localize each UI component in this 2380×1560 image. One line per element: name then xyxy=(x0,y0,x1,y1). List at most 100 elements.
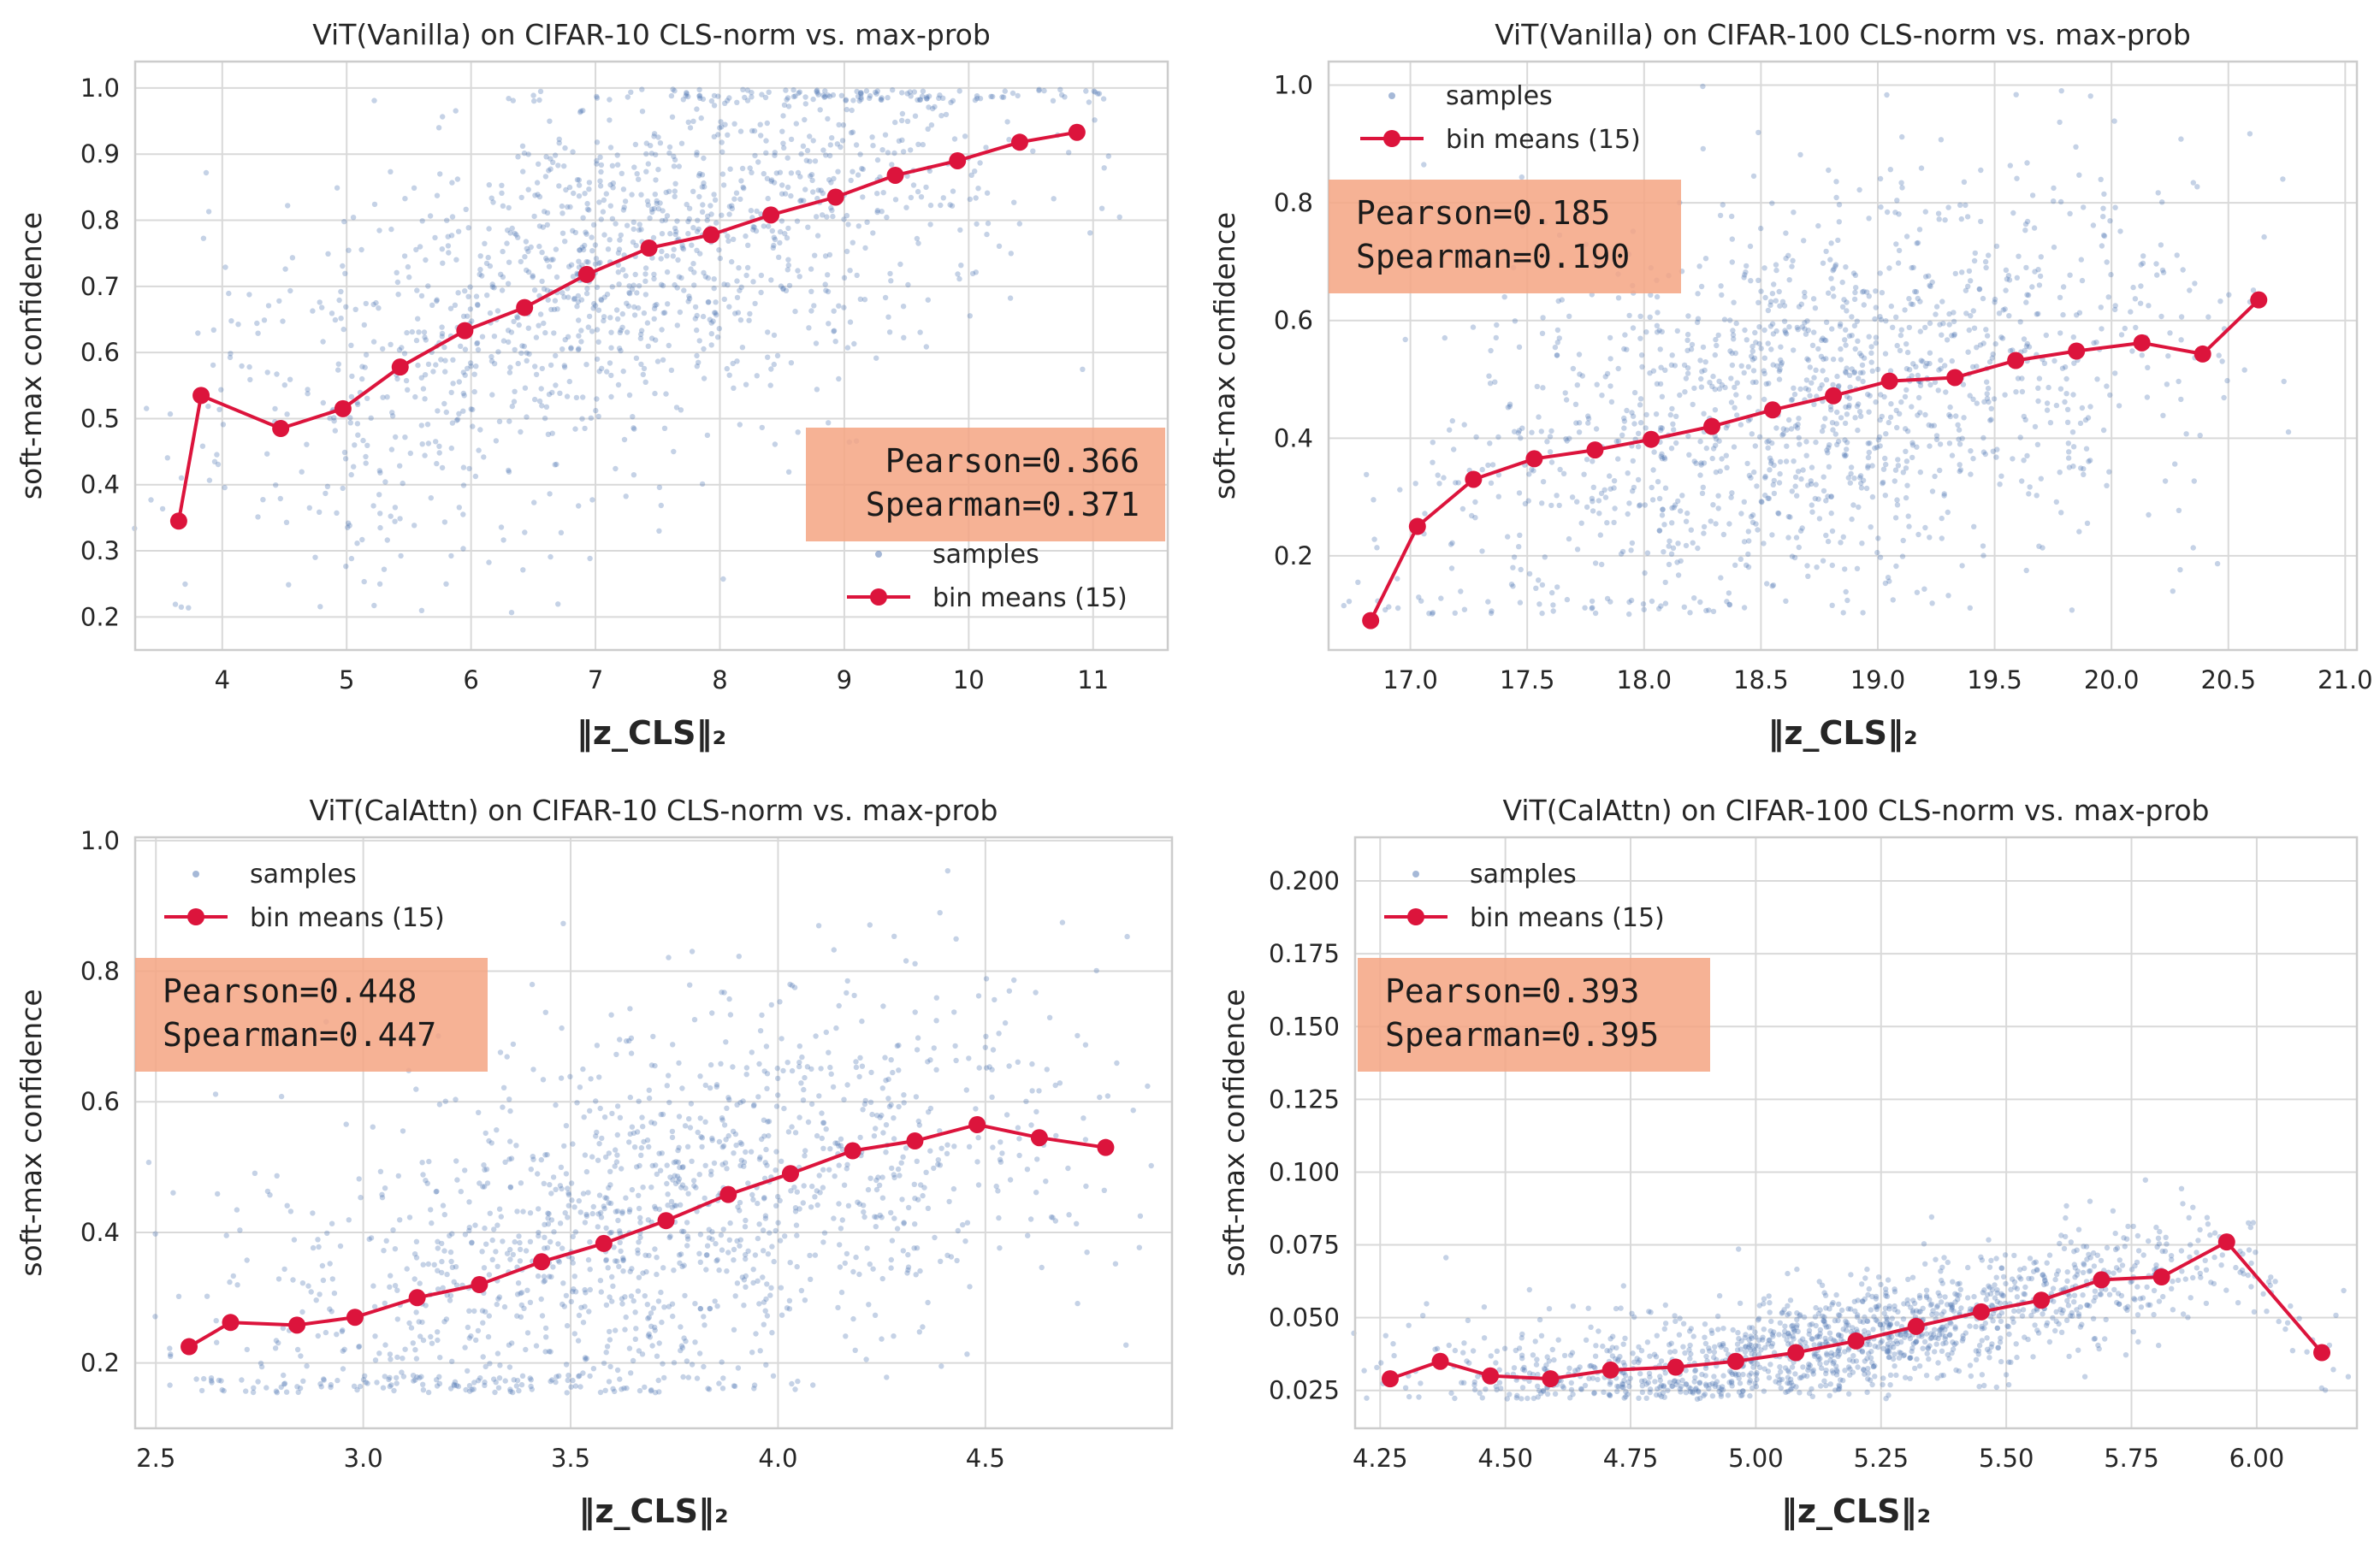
sample-point xyxy=(1585,413,1591,419)
sample-point xyxy=(948,99,954,106)
sample-point xyxy=(587,1286,593,1293)
sample-point xyxy=(1486,373,1492,379)
sample-point xyxy=(466,1199,472,1205)
sample-point xyxy=(515,315,521,321)
sample-point xyxy=(626,392,633,399)
sample-point xyxy=(1712,387,1718,393)
sample-point xyxy=(1104,1093,1111,1099)
sample-point xyxy=(1957,467,1964,473)
sample-point xyxy=(648,1062,655,1068)
sample-point xyxy=(899,137,905,143)
sample-point xyxy=(476,447,482,453)
sample-point xyxy=(1006,988,1013,994)
sample-point xyxy=(1685,433,1691,440)
plot-frame xyxy=(133,836,1174,1430)
sample-point xyxy=(792,1205,799,1211)
sample-point xyxy=(1885,575,1892,581)
sample-point xyxy=(788,360,795,366)
sample-point xyxy=(1755,1351,1762,1357)
sample-point xyxy=(709,1138,715,1143)
sample-point xyxy=(351,1383,358,1390)
sample-point xyxy=(512,388,518,394)
sample-point xyxy=(911,89,918,95)
sample-point xyxy=(1992,1282,1998,1288)
sample-point xyxy=(272,405,278,412)
sample-point xyxy=(771,242,777,249)
sample-point xyxy=(2114,1245,2121,1251)
sample-point xyxy=(1730,332,1737,338)
sample-point xyxy=(1879,1338,1885,1344)
sample-point xyxy=(937,1128,943,1134)
sample-point xyxy=(610,1386,616,1392)
sample-point xyxy=(1050,1214,1056,1220)
sample-point xyxy=(867,95,873,102)
sample-point xyxy=(664,1162,670,1168)
sample-point xyxy=(1880,1381,1886,1388)
sample-point xyxy=(2237,1248,2243,1255)
sample-point xyxy=(2135,1338,2141,1345)
sample-point xyxy=(1836,382,1842,389)
sample-point xyxy=(244,1346,250,1353)
sample-point xyxy=(996,1031,1002,1037)
sample-point xyxy=(1731,299,1737,305)
sample-point xyxy=(1637,420,1644,426)
sample-point xyxy=(1984,379,1990,385)
sample-point xyxy=(1927,360,1933,367)
sample-point xyxy=(1728,375,1734,381)
sample-point xyxy=(870,1266,876,1272)
bin-mean-point xyxy=(949,151,967,169)
sample-point xyxy=(1892,210,1898,216)
sample-point xyxy=(925,1205,932,1212)
sample-point xyxy=(1838,346,1844,352)
sample-point xyxy=(872,1312,879,1319)
sample-point xyxy=(609,1273,615,1280)
sample-point xyxy=(300,1378,306,1385)
sample-point xyxy=(2062,364,2069,370)
sample-point xyxy=(636,222,642,228)
sample-point xyxy=(2116,1301,2122,1307)
sample-point xyxy=(1903,365,1910,372)
sample-point xyxy=(1894,1340,1901,1347)
sample-point xyxy=(1807,364,1813,370)
sample-point xyxy=(422,334,428,340)
sample-point xyxy=(2050,1285,2057,1291)
sample-point xyxy=(1754,483,1760,489)
sample-point xyxy=(1675,541,1681,547)
sample-point xyxy=(557,390,563,396)
sample-point xyxy=(1866,216,1872,222)
sample-point xyxy=(1724,599,1730,605)
sample-point xyxy=(1751,469,1757,476)
sample-point xyxy=(638,328,645,334)
sample-point xyxy=(592,242,599,248)
sample-point xyxy=(2059,365,2066,371)
sample-point xyxy=(1762,492,1768,499)
sample-point xyxy=(1836,202,1843,208)
sample-point xyxy=(1903,458,1910,464)
sample-point xyxy=(556,183,562,189)
sample-point xyxy=(1785,417,1792,423)
sample-point xyxy=(1829,420,1836,426)
sample-point xyxy=(735,310,742,316)
sample-point xyxy=(901,1220,907,1226)
sample-point xyxy=(535,192,541,198)
sample-point xyxy=(1536,1387,1542,1394)
x-tick-label: 4.0 xyxy=(758,1444,797,1473)
sample-point xyxy=(686,205,693,211)
sample-point xyxy=(1904,1297,1910,1303)
sample-point xyxy=(380,1385,387,1391)
sample-point xyxy=(1673,1318,1678,1325)
sample-point xyxy=(1662,1370,1668,1376)
sample-point xyxy=(2067,272,2073,278)
sample-point xyxy=(665,1191,671,1197)
sample-point xyxy=(394,1316,400,1322)
sample-point xyxy=(1647,1386,1654,1392)
sample-point xyxy=(597,183,604,189)
sample-point xyxy=(823,287,829,293)
sample-point xyxy=(310,308,316,314)
sample-point xyxy=(490,199,496,205)
sample-point xyxy=(1479,548,1485,554)
sample-point xyxy=(899,90,905,96)
sample-point xyxy=(496,1294,503,1300)
sample-point xyxy=(920,1324,926,1330)
sample-point xyxy=(666,954,672,960)
